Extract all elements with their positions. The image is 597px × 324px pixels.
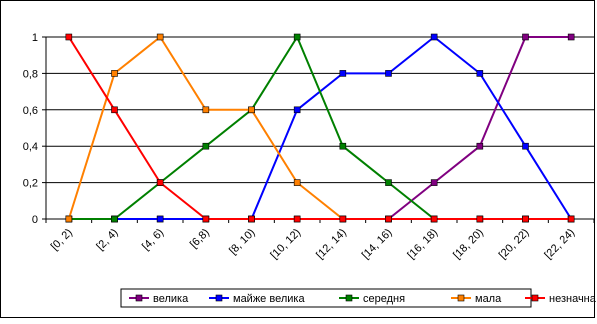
data-point — [339, 70, 347, 77]
legend-swatch-marker — [345, 294, 353, 302]
x-tick-label: [20, 22) — [497, 227, 532, 262]
legend-swatch-marker — [531, 294, 539, 302]
legend-label: незначна — [549, 293, 596, 305]
data-point — [65, 215, 73, 223]
data-point — [430, 33, 438, 41]
legend-label: середня — [363, 293, 405, 305]
y-tick-label: 1 — [32, 32, 38, 44]
series-line-3 — [67, 35, 572, 220]
data-point — [248, 215, 255, 223]
data-point — [293, 33, 301, 41]
legend-label: мала — [475, 293, 502, 305]
y-tick-label: 0,2 — [23, 178, 38, 190]
y-tick-label: 0,4 — [23, 141, 38, 153]
data-point — [202, 215, 210, 223]
x-tick-label: [2, 4) — [94, 227, 120, 253]
data-point — [339, 215, 347, 223]
legend-swatch-marker — [457, 294, 465, 302]
data-point — [339, 142, 347, 150]
series-line-0 — [68, 36, 572, 220]
data-point — [293, 215, 301, 223]
y-tick-label: 0,8 — [23, 68, 38, 80]
data-point — [476, 215, 484, 223]
data-point — [111, 106, 118, 114]
x-tick-label: [4, 6) — [140, 227, 166, 253]
legend-swatch-marker — [135, 294, 143, 302]
x-tick-label: [8, 10) — [227, 227, 258, 258]
series-line-2 — [68, 34, 572, 220]
data-point — [567, 215, 575, 223]
data-point — [385, 179, 392, 186]
data-point — [156, 215, 164, 223]
y-tick-label: 0 — [32, 214, 38, 226]
data-point — [430, 179, 438, 186]
x-tick-label: [10, 12) — [268, 227, 303, 262]
data-point — [65, 33, 73, 41]
data-point — [476, 70, 484, 77]
data-point — [248, 106, 255, 114]
data-point — [156, 33, 164, 41]
data-point — [567, 33, 575, 41]
data-point — [476, 142, 484, 150]
x-tick-label: [14, 16) — [360, 227, 395, 262]
legend-swatch-marker — [215, 294, 223, 302]
data-point — [293, 179, 301, 186]
y-tick-label: 0,6 — [23, 105, 38, 117]
data-point — [156, 179, 164, 186]
x-tick-label: [22, 24) — [542, 227, 577, 262]
data-point — [522, 33, 529, 41]
line-chart: 0 0,2 0,4 0,6 0,8 1 [0, 2) [2, 4) [4, 6) [6,8) [8,… — [23, 32, 597, 308]
data-point — [202, 142, 210, 150]
x-tick-label: [0, 2) — [49, 227, 75, 253]
x-tick-label: [12, 14) — [314, 227, 349, 262]
data-point — [385, 70, 392, 77]
x-tick-label: [16, 18) — [405, 227, 440, 262]
series-line-1 — [68, 35, 573, 220]
data-point — [385, 215, 392, 223]
legend-label: майже велика — [233, 293, 305, 305]
x-tick-label: [18, 20) — [451, 227, 486, 262]
series-line-4 — [67, 36, 572, 220]
x-tick-label: [6,8) — [188, 227, 212, 251]
data-point — [202, 106, 210, 114]
data-point — [293, 106, 301, 114]
legend-label: велика — [153, 293, 189, 305]
data-point — [522, 215, 529, 223]
data-point — [430, 215, 438, 223]
data-point — [111, 70, 118, 77]
data-point — [522, 142, 529, 150]
data-point — [111, 215, 118, 223]
